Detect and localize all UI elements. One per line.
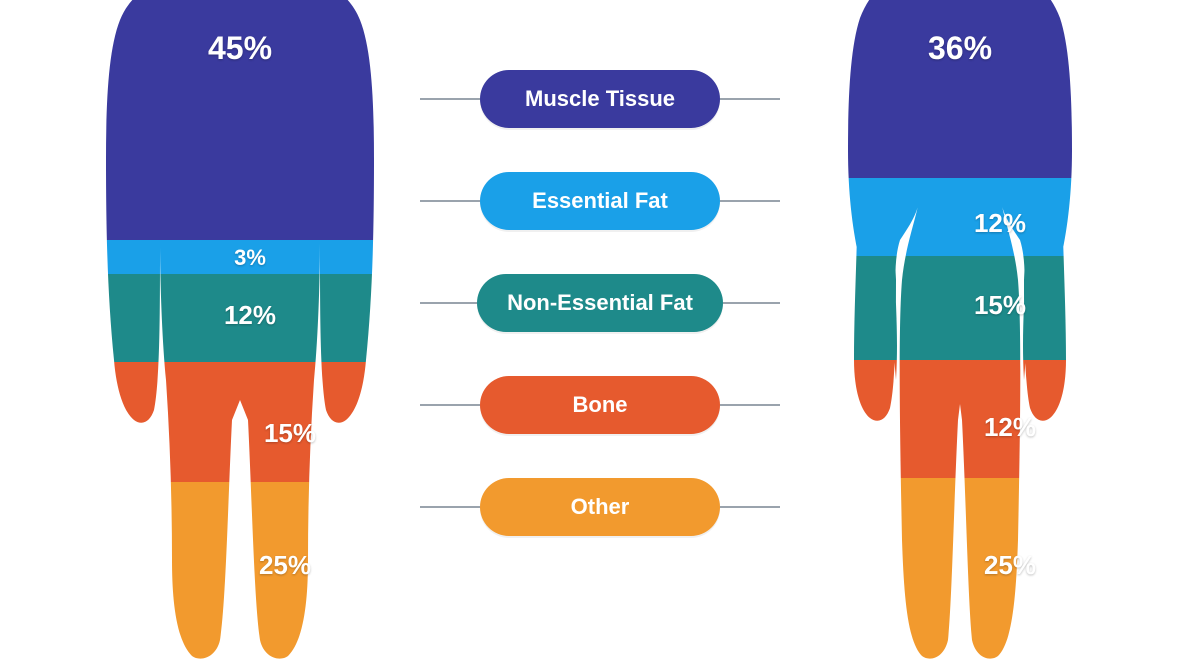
connector-line	[720, 98, 780, 100]
left-pct-bone: 15%	[264, 418, 316, 449]
legend-row-non-ess-fat: Non-Essential Fat	[420, 274, 780, 332]
left-pct-essential-fat: 3%	[234, 245, 266, 271]
right-pct-non-ess-fat: 15%	[974, 290, 1026, 321]
left-pct-muscle: 45%	[208, 30, 272, 67]
legend-row-essential-fat: Essential Fat	[420, 172, 780, 230]
legend-row-bone: Bone	[420, 376, 780, 434]
legend-pill-non-ess-fat: Non-Essential Fat	[477, 274, 723, 332]
connector-line	[420, 404, 480, 406]
right-pct-muscle: 36%	[928, 30, 992, 67]
left-pct-non-ess-fat: 12%	[224, 300, 276, 331]
infographic-stage: 45% 3% 12% 15% 25% 36% 12% 15% 12% 25%	[0, 0, 1200, 600]
connector-line	[720, 200, 780, 202]
legend: Muscle Tissue Essential Fat Non-Essentia…	[420, 70, 780, 536]
legend-row-muscle: Muscle Tissue	[420, 70, 780, 128]
left-pct-other: 25%	[259, 550, 311, 581]
body-right: 36% 12% 15% 12% 25%	[800, 0, 1120, 660]
right-pct-essential-fat: 12%	[974, 208, 1026, 239]
connector-line	[720, 404, 780, 406]
legend-pill-muscle: Muscle Tissue	[480, 70, 720, 128]
right-pct-bone: 12%	[984, 412, 1036, 443]
connector-line	[720, 506, 780, 508]
right-pct-other: 25%	[984, 550, 1036, 581]
connector-line	[420, 98, 480, 100]
legend-pill-essential-fat: Essential Fat	[480, 172, 720, 230]
body-left: 45% 3% 12% 15% 25%	[80, 0, 400, 660]
connector-line	[420, 200, 480, 202]
connector-line	[420, 506, 480, 508]
legend-row-other: Other	[420, 478, 780, 536]
connector-line	[723, 302, 780, 304]
legend-pill-bone: Bone	[480, 376, 720, 434]
legend-pill-other: Other	[480, 478, 720, 536]
body-right-silhouette	[800, 0, 1120, 660]
connector-line	[420, 302, 477, 304]
